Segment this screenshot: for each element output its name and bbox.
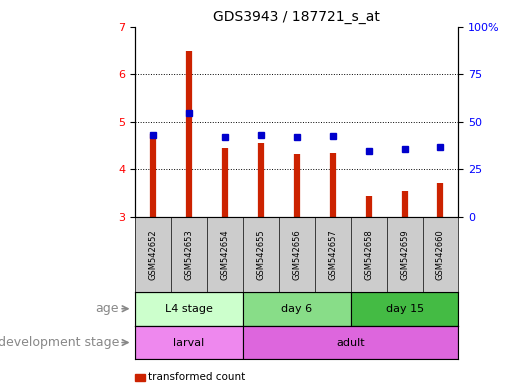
Text: GSM542659: GSM542659 <box>400 229 409 280</box>
Text: age: age <box>96 302 119 315</box>
Bar <box>351 292 458 326</box>
Text: L4 stage: L4 stage <box>165 304 213 314</box>
Text: adult: adult <box>337 338 365 348</box>
Text: GSM542653: GSM542653 <box>184 229 193 280</box>
Title: GDS3943 / 187721_s_at: GDS3943 / 187721_s_at <box>214 10 380 25</box>
Text: day 6: day 6 <box>281 304 312 314</box>
Text: GSM542652: GSM542652 <box>148 229 157 280</box>
Text: GSM542657: GSM542657 <box>328 229 337 280</box>
Text: GSM542654: GSM542654 <box>220 229 229 280</box>
Text: transformed count: transformed count <box>148 372 245 382</box>
Text: GSM542658: GSM542658 <box>364 229 373 280</box>
Text: day 15: day 15 <box>385 304 423 314</box>
Text: development stage: development stage <box>0 336 119 349</box>
Bar <box>243 326 458 359</box>
Text: GSM542655: GSM542655 <box>257 229 266 280</box>
Bar <box>135 292 243 326</box>
Bar <box>135 326 243 359</box>
Text: GSM542660: GSM542660 <box>436 229 445 280</box>
Text: GSM542656: GSM542656 <box>293 229 301 280</box>
Bar <box>243 292 351 326</box>
Text: larval: larval <box>173 338 205 348</box>
